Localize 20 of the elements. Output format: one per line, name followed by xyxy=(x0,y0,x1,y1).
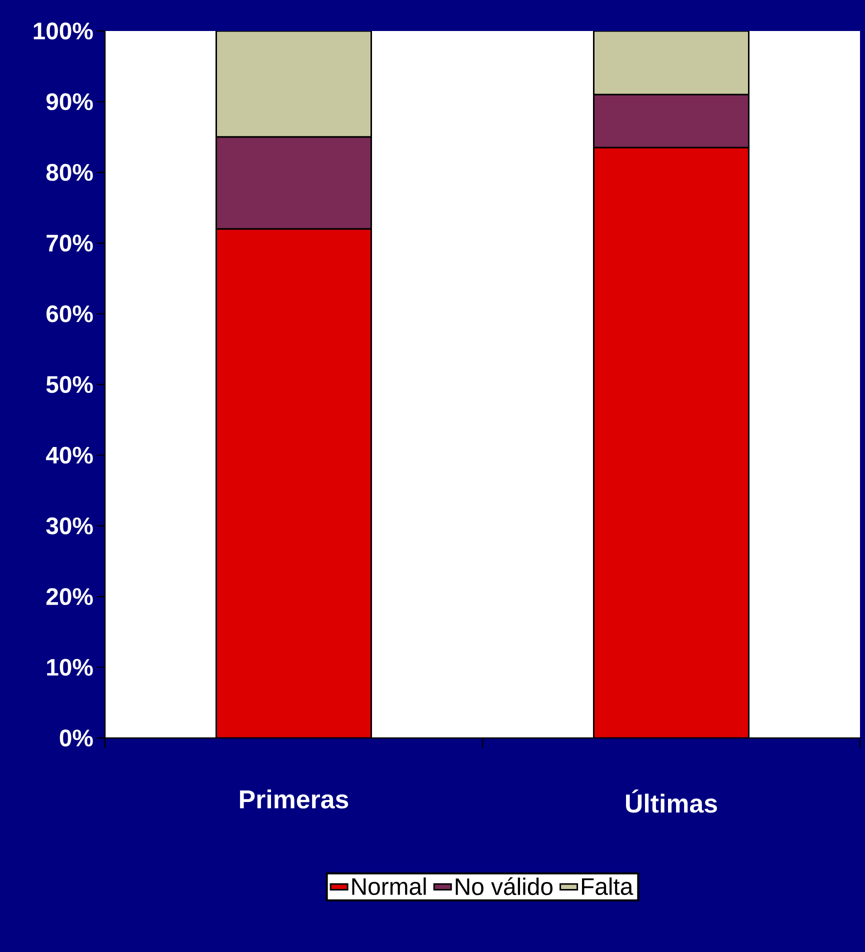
y-tick-label: 40% xyxy=(46,446,93,464)
bar xyxy=(593,146,750,738)
y-tick-label: 20% xyxy=(46,588,93,606)
y-tick-label: 50% xyxy=(46,376,93,393)
bar xyxy=(216,30,372,138)
y-tick-label: 100% xyxy=(34,22,93,40)
y-tick-label: 70% xyxy=(46,234,93,252)
y-tick-label: 0% xyxy=(60,730,93,746)
x-tick-label: Primeras xyxy=(240,790,348,809)
y-tick-label: 10% xyxy=(47,658,93,676)
y-tick-label: 60% xyxy=(46,305,93,322)
bar xyxy=(593,30,750,96)
bar xyxy=(216,228,372,738)
legend-label: Falta xyxy=(582,877,634,896)
y-tick-label: 90% xyxy=(46,93,93,110)
x-tick-label: Últimas xyxy=(626,790,717,813)
y-tick-label: 30% xyxy=(46,517,93,534)
y-tick-label: 80% xyxy=(46,164,93,181)
legend-label: No válido xyxy=(456,877,552,896)
legend-label: Normal xyxy=(352,877,426,896)
